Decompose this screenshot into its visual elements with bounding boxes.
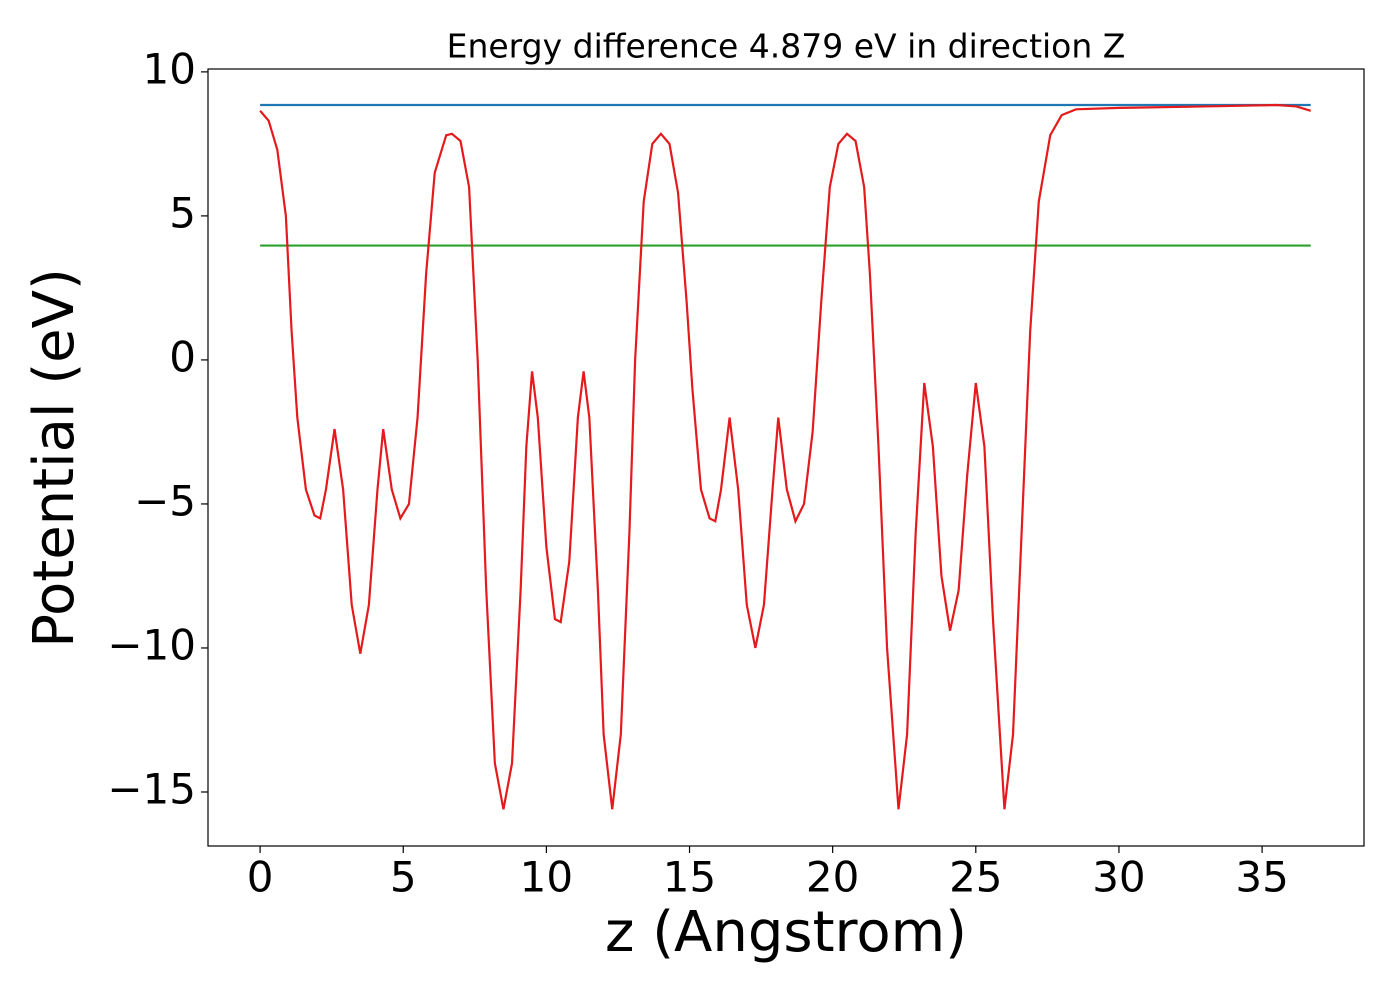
x-tick-label: 35 bbox=[1235, 853, 1288, 902]
x-tick-label: 20 bbox=[806, 853, 859, 902]
x-tick-label: 25 bbox=[949, 853, 1002, 902]
y-tick-label: −15 bbox=[107, 764, 196, 813]
y-tick-label: 5 bbox=[169, 188, 196, 237]
x-tick-label: 0 bbox=[247, 853, 274, 902]
line-series bbox=[259, 103, 1312, 810]
plot-frame bbox=[207, 68, 1365, 847]
x-tick-label: 10 bbox=[520, 853, 573, 902]
x-tick-label: 15 bbox=[663, 853, 716, 902]
x-axis-label: z (Angstrom) bbox=[605, 900, 967, 965]
y-tick-label: 10 bbox=[143, 44, 196, 93]
chart-title: Energy difference 4.879 eV in direction … bbox=[447, 27, 1126, 66]
y-tick-label: −5 bbox=[134, 476, 196, 525]
y-axis-label: Potential (eV) bbox=[22, 268, 87, 648]
y-tick-label: 0 bbox=[169, 332, 196, 381]
y-tick-label: −10 bbox=[107, 620, 196, 669]
x-tick-label: 30 bbox=[1092, 853, 1145, 902]
x-tick-label: 5 bbox=[390, 853, 417, 902]
